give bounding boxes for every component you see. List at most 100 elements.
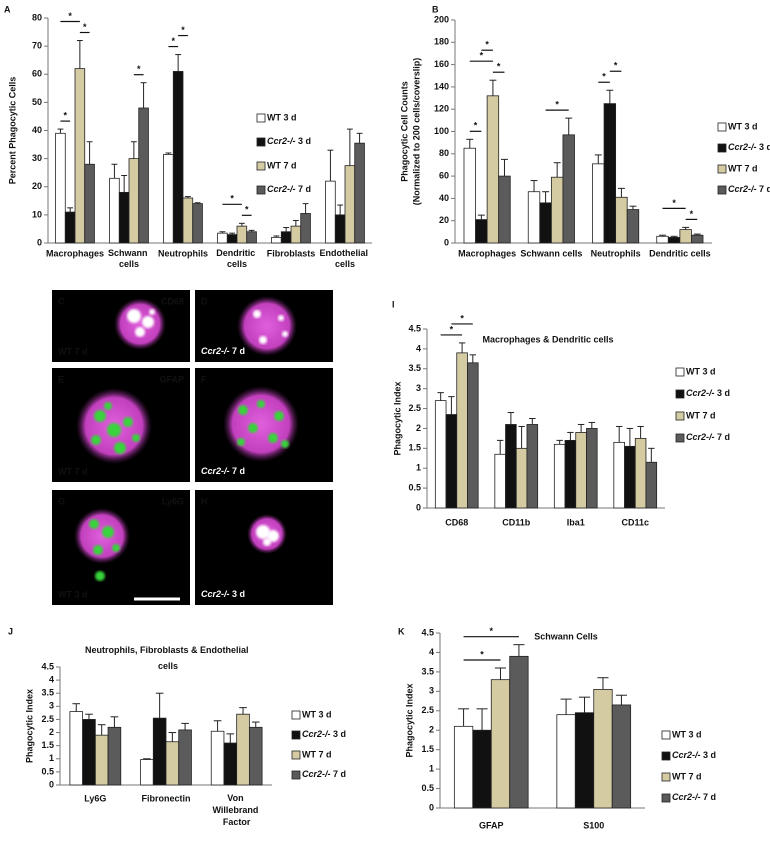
bar xyxy=(128,158,140,244)
error-bar xyxy=(181,722,189,730)
x-tick-label: Neutrophils xyxy=(158,248,208,258)
bar xyxy=(667,237,681,244)
stain-spot xyxy=(259,336,267,344)
error-bar xyxy=(597,677,609,690)
micrograph-caption: WT 3 d xyxy=(58,589,88,599)
bar xyxy=(140,759,154,786)
legend-label: Ccr2-/- 3 d xyxy=(672,750,716,760)
y-axis-label: Phagocytic Cell Counts xyxy=(399,81,409,182)
bar xyxy=(138,107,149,244)
y-tick-label: 100 xyxy=(434,126,449,136)
error-bar xyxy=(542,191,550,203)
stain-spot xyxy=(257,400,265,408)
legend-swatch xyxy=(675,411,685,421)
cell xyxy=(237,296,297,356)
error-bar xyxy=(239,707,247,715)
legend-label: WT 3 d xyxy=(686,366,716,376)
error-bar xyxy=(85,713,93,720)
error-bar xyxy=(565,117,573,135)
significance-label: * xyxy=(614,61,618,71)
bar xyxy=(556,714,576,809)
micrograph-caption: Ccr2-/- 7 d xyxy=(201,346,245,356)
error-bar xyxy=(219,231,226,234)
panel-label: E xyxy=(58,374,64,384)
error-bar xyxy=(507,412,515,425)
error-bar xyxy=(682,226,690,230)
bar xyxy=(74,68,86,244)
significance-label: * xyxy=(489,626,493,636)
error-bar xyxy=(556,439,563,445)
y-tick-label: 2.5 xyxy=(408,403,421,413)
legend-swatch xyxy=(675,389,685,399)
y-tick-label: 1 xyxy=(429,763,434,773)
panel-label: F xyxy=(201,374,207,384)
stain-label: CD68 xyxy=(161,296,184,306)
chart-title: Neutrophils, Fibroblasts & Endothelial c… xyxy=(85,645,251,671)
stain-spot xyxy=(94,410,106,422)
bar xyxy=(223,742,238,786)
error-bar xyxy=(567,431,574,441)
legend-label: WT 7 d xyxy=(302,749,332,759)
legend-swatch xyxy=(717,164,727,174)
bar xyxy=(526,424,539,509)
significance-label: * xyxy=(64,110,68,120)
bar xyxy=(456,352,468,509)
error-bar xyxy=(110,716,119,728)
error-bar xyxy=(529,418,536,425)
y-tick-label: 80 xyxy=(32,12,42,22)
error-bar xyxy=(273,235,280,238)
stain-spot xyxy=(256,525,270,539)
stain-label: GFAP xyxy=(159,374,184,384)
x-tick-label: CD11b xyxy=(502,517,531,527)
y-tick-label: 0.5 xyxy=(408,482,421,492)
error-bar xyxy=(606,89,614,104)
error-bar xyxy=(588,421,596,429)
bar xyxy=(515,447,528,509)
y-tick-label: 20 xyxy=(32,181,42,191)
error-bar xyxy=(213,720,222,732)
y-tick-label: 0 xyxy=(429,802,434,812)
y-axis-label: Percent Phagocytic Cells xyxy=(7,77,17,185)
bar xyxy=(593,688,613,809)
y-tick-label: 50 xyxy=(32,97,42,107)
bar xyxy=(118,191,130,244)
y-tick-label: 4.5 xyxy=(408,323,421,333)
error-bar xyxy=(469,354,477,363)
error-bar xyxy=(437,392,444,401)
error-bar xyxy=(615,425,623,443)
x-tick-label: Von Willebrand Factor xyxy=(212,793,260,827)
error-bar xyxy=(140,82,147,108)
bar xyxy=(445,414,458,509)
y-tick-label: 1 xyxy=(49,753,54,763)
y-tick-label: 2 xyxy=(429,725,434,735)
bar xyxy=(344,165,356,244)
error-bar xyxy=(226,733,235,744)
error-bar xyxy=(560,698,572,715)
cell xyxy=(74,508,130,564)
error-bar xyxy=(637,425,644,439)
y-tick-label: 2.5 xyxy=(421,705,434,715)
chart-title: Macrophages & Dendritic cells xyxy=(482,334,613,344)
error-bar xyxy=(194,202,201,204)
bar xyxy=(490,679,511,809)
bar xyxy=(467,362,479,509)
panel-label: J xyxy=(8,626,13,636)
bar xyxy=(550,176,564,244)
bar xyxy=(463,147,476,244)
error-bar xyxy=(518,425,525,449)
error-bar xyxy=(327,149,334,182)
y-tick-label: 60 xyxy=(32,69,42,79)
micrograph: C CD68 WT 7 d xyxy=(52,290,190,362)
stain-spot xyxy=(253,310,261,318)
stain-spot xyxy=(248,423,258,433)
significance-label: * xyxy=(690,209,694,219)
error-bar xyxy=(553,162,561,178)
significance-label: * xyxy=(485,40,489,50)
error-bar xyxy=(67,207,74,213)
error-bar xyxy=(238,222,245,227)
bar xyxy=(494,453,506,509)
bar xyxy=(472,729,492,809)
significance-label: * xyxy=(137,64,141,74)
stain-spot xyxy=(91,435,101,445)
error-bar xyxy=(458,342,466,353)
